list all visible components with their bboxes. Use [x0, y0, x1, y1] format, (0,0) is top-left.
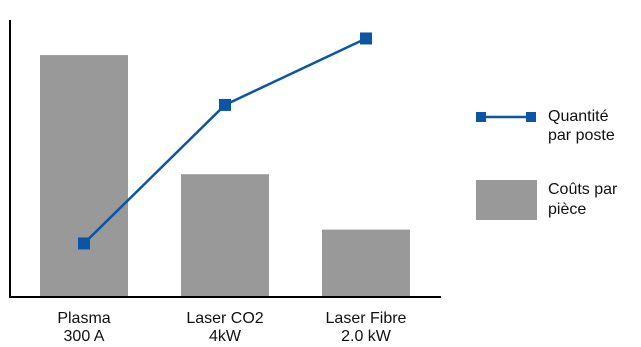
x-tick-label-2: Laser CO2 4kW: [186, 310, 263, 345]
legend-box-swatch: [476, 180, 537, 220]
legend-marker-left: [476, 112, 486, 122]
x-tick-labels: Plasma 300 A Laser CO2 4kW Laser Fibre 2.0 kW: [57, 310, 406, 345]
legend: Quantité par poste Coûts par pièce: [476, 108, 618, 220]
bar-1: [40, 55, 128, 297]
line-point-1: [78, 237, 90, 250]
legend-label-bar: Coûts par pièce: [548, 181, 618, 218]
line-layer: [78, 32, 372, 250]
x-tick-label-1: Plasma 300 A: [57, 310, 110, 345]
line-point-2: [219, 98, 231, 111]
axes: [9, 20, 441, 298]
line-point-3: [360, 32, 372, 45]
legend-label-line: Quantité par poste: [548, 108, 615, 144]
legend-marker-right: [526, 112, 536, 122]
bar-2: [181, 174, 269, 297]
bar-layer: [40, 55, 410, 297]
bar-3: [322, 229, 410, 297]
x-tick-label-3: Laser Fibre 2.0 kW: [326, 310, 407, 345]
